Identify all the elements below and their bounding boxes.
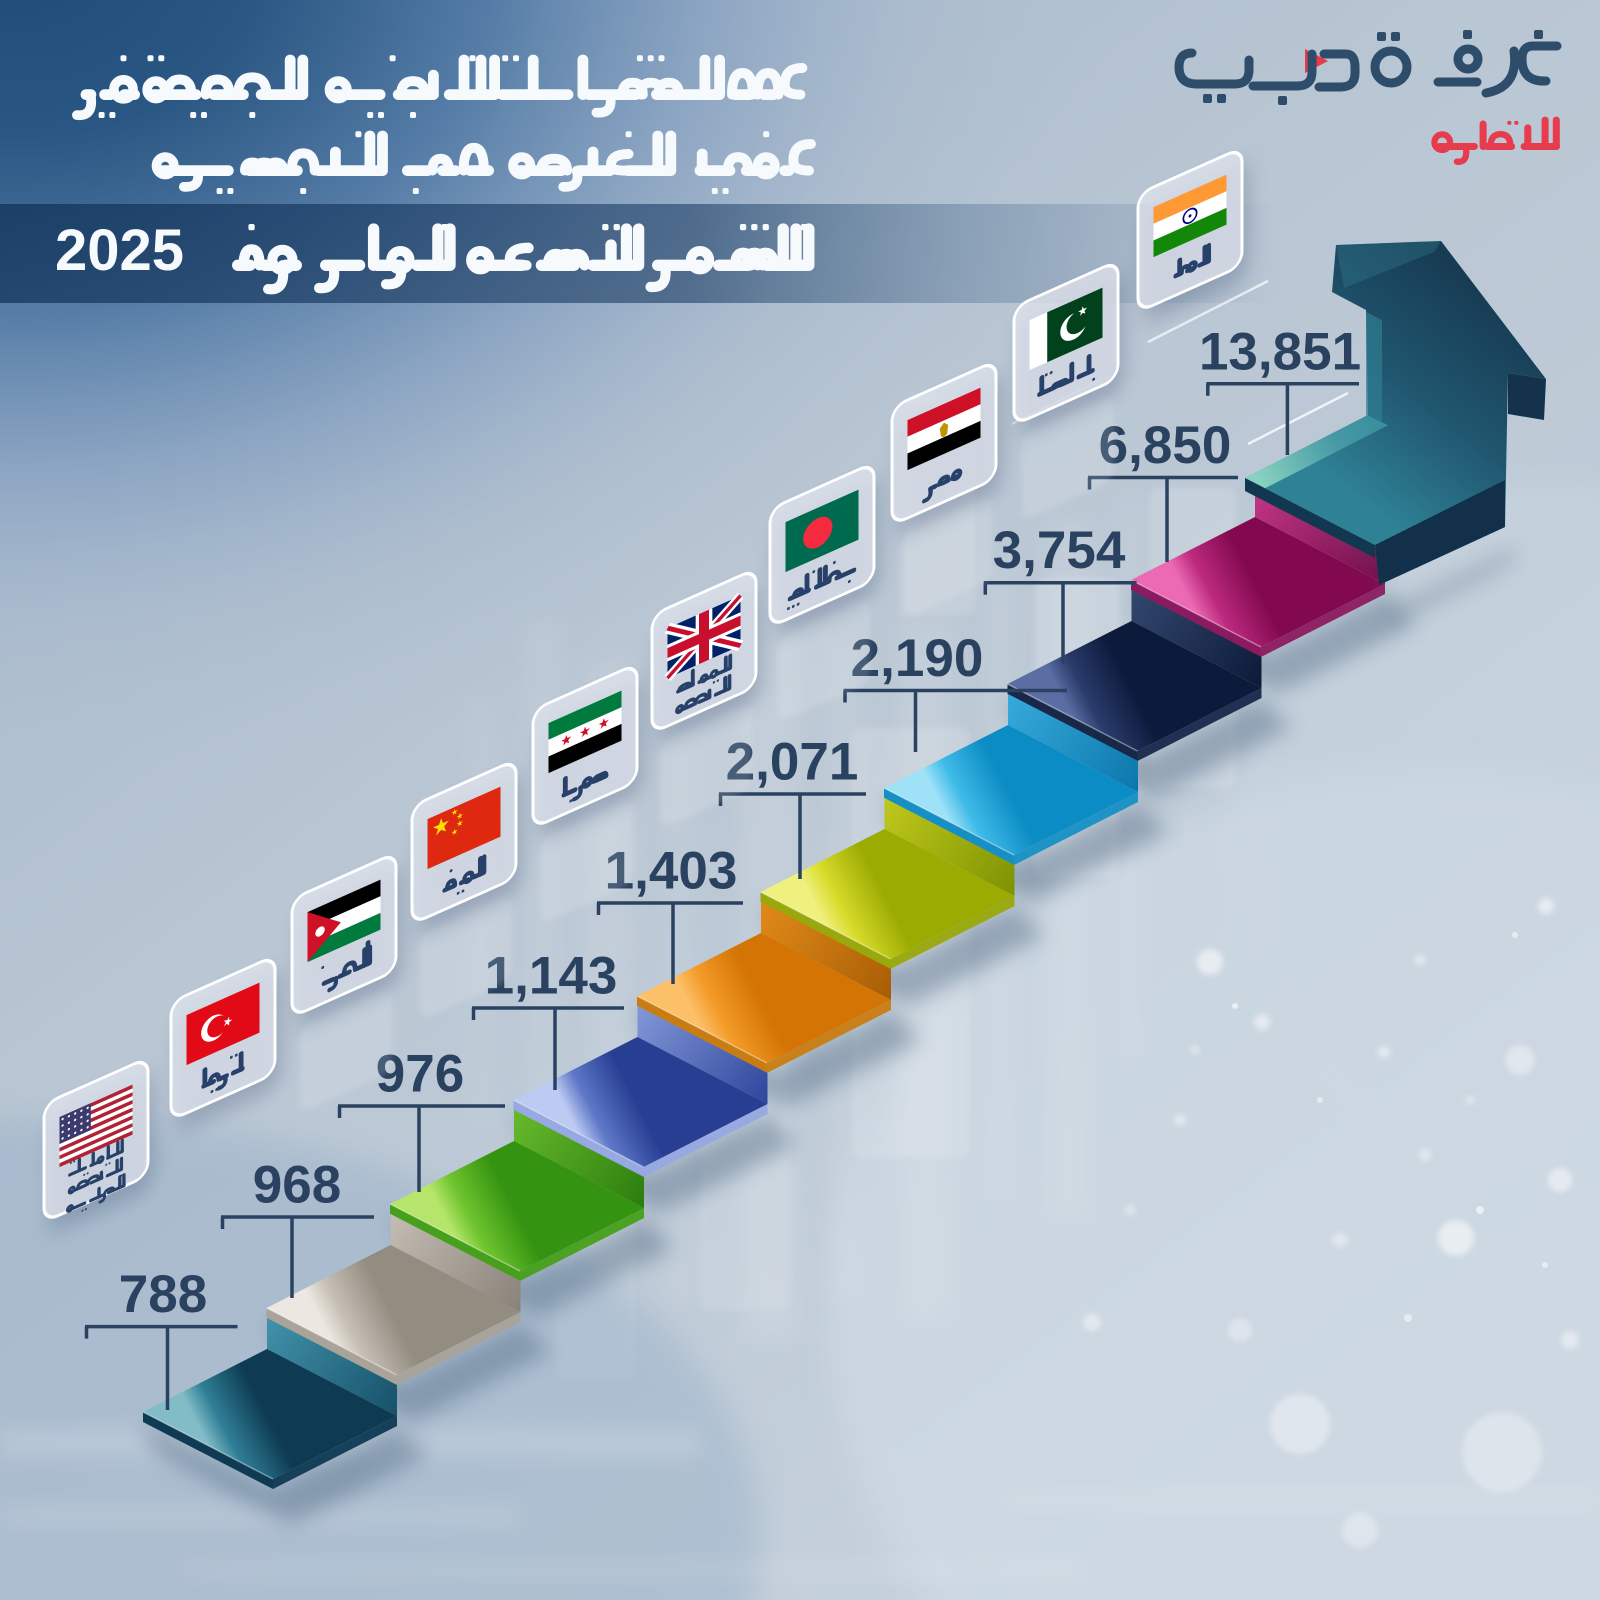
svg-text:13,851: 13,851 (1199, 322, 1361, 381)
svg-text:6,850: 6,850 (1099, 416, 1232, 475)
svg-text:2025: 2025 (55, 218, 184, 283)
svg-text:3,754: 3,754 (993, 521, 1126, 580)
svg-text:2,190: 2,190 (851, 629, 984, 688)
svg-text:968: 968 (253, 1156, 341, 1215)
svg-text:788: 788 (119, 1265, 207, 1324)
